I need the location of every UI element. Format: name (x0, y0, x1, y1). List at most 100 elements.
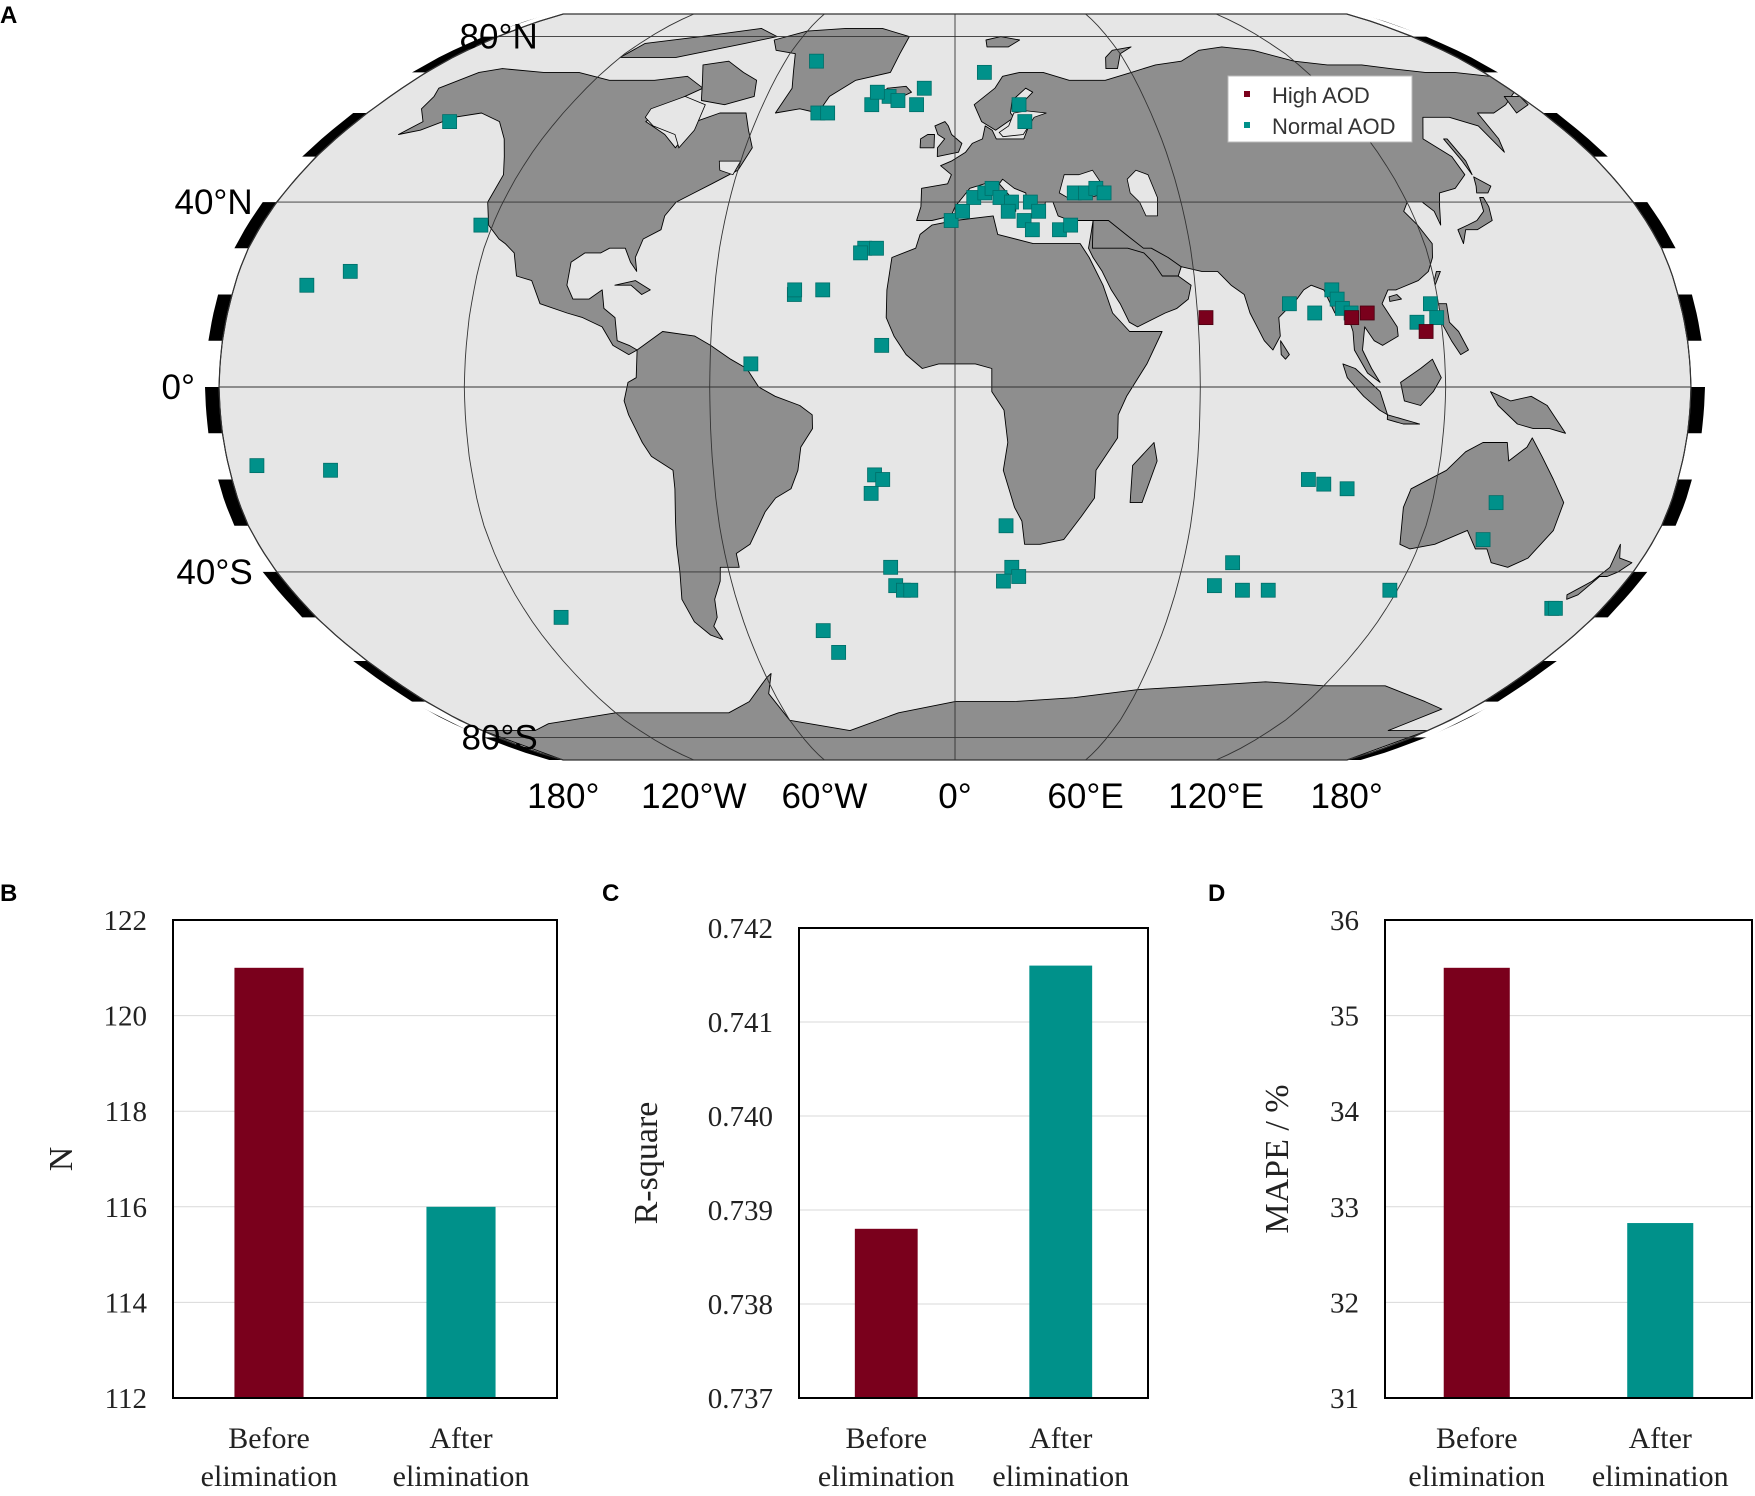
map-frame-stripe (672, 0, 716, 14)
normal-aod-point (1011, 97, 1027, 113)
category-label: After (1629, 1422, 1692, 1455)
normal-aod-point (863, 485, 879, 501)
map-frame-stripe (1687, 340, 1707, 387)
normal-aod-point (853, 245, 868, 261)
lon-tick-label: 120°W (641, 777, 746, 816)
normal-aod-point (890, 93, 906, 108)
lon-tick-label: 120°E (1168, 777, 1264, 816)
land-antarctica (481, 673, 1443, 761)
normal-aod-point (1281, 296, 1297, 312)
map-frame-stripe (759, 760, 803, 774)
land-philippines (1438, 303, 1469, 356)
land-cuba (614, 280, 651, 295)
bar-chart-r-square: 0.737 0.738 0.739 0.740 0.741 0.742 Before elim… (628, 913, 1149, 1493)
land-svalbard (985, 36, 1021, 48)
legend-marker-high (1244, 91, 1250, 97)
land-arabia-gap-fill (1091, 220, 1182, 277)
y-tick-label: 31 (1330, 1383, 1359, 1415)
normal-aod-point (442, 114, 458, 130)
normal-aod-point (1547, 600, 1563, 616)
land-indonesia-java (1386, 414, 1421, 425)
normal-aod-point (1017, 114, 1033, 130)
lat-tick-label: 80°N (460, 18, 538, 57)
normal-aod-point (1260, 582, 1276, 598)
high-aod-point (1418, 324, 1434, 339)
y-tick-label: 0.738 (708, 1289, 773, 1321)
legend-marker-normal (1244, 122, 1250, 128)
y-tick-label: 0.741 (708, 1007, 773, 1039)
land-sri-lanka (1280, 340, 1290, 360)
land-novaya-zemlya (1105, 46, 1132, 70)
lat-tick-label: 0° (162, 368, 195, 407)
category-label: Before (228, 1422, 310, 1455)
normal-aod-point (943, 213, 959, 228)
normal-aod-point (809, 53, 824, 69)
land-hainan (1388, 294, 1402, 302)
y-tick-label: 0.739 (708, 1195, 773, 1227)
map-outline (218, 13, 1692, 761)
map-frame-stripe (1107, 760, 1151, 774)
meridian-line (1085, 13, 1201, 761)
meridian-line (709, 13, 825, 761)
map-frame-stripe (933, 760, 977, 774)
y-tick-label: 120 (104, 1001, 148, 1033)
land-sakhalin (1443, 138, 1473, 176)
normal-aod-point (864, 97, 880, 113)
map-frame-stripe (1020, 760, 1064, 774)
world-map-chart: 80°N 40°N 0° 40°S 80°S 180° 120°W 60°W 0° 60°E 120… (161, 0, 1707, 816)
normal-aod-point (342, 263, 358, 279)
lon-tick-label: 60°W (781, 777, 867, 816)
bar-after (426, 1206, 496, 1398)
category-label: After (1029, 1422, 1092, 1455)
land-hokkaido (1473, 176, 1492, 194)
map-frame-stripe (260, 156, 317, 203)
lat-tick-label: 40°N (174, 183, 252, 222)
normal-aod-point (1063, 217, 1079, 233)
land-baffin (700, 60, 758, 106)
map-legend: High AOD Normal AOD (1227, 75, 1413, 143)
y-tick-label: 114 (105, 1287, 148, 1319)
map-frame-stripe (1593, 156, 1650, 203)
land-new-guinea (1490, 391, 1566, 434)
bar-before (1443, 967, 1510, 1398)
normal-aod-point (909, 97, 924, 113)
map-frame-stripe (846, 760, 890, 774)
map-frame-stripe (1281, 0, 1325, 14)
normal-aod-point (1429, 310, 1445, 326)
map-frame-stripe (1677, 433, 1704, 480)
lon-tick-label: 180° (527, 777, 599, 816)
normal-aod-point (903, 582, 919, 598)
legend-label-high: High AOD (1272, 83, 1370, 108)
land-greenland (773, 27, 910, 114)
land-indonesia-sumatra (1342, 363, 1388, 416)
lat-tick-label: 40°S (176, 553, 252, 592)
normal-aod-point (875, 472, 891, 487)
normal-aod-point (1301, 472, 1316, 487)
normal-aod-point (1011, 569, 1027, 584)
y-tick-label: 33 (1330, 1192, 1359, 1224)
y-axis-label: R-square (628, 1102, 665, 1225)
normal-aod-point (1031, 203, 1047, 219)
y-tick-label: 32 (1330, 1287, 1359, 1319)
y-tick-label: 122 (104, 905, 148, 937)
map-frame-stripe (206, 433, 233, 480)
lon-tick-label: 180° (1310, 777, 1382, 816)
water-caspian-sea (1126, 169, 1158, 217)
map-frame-stripe (585, 760, 629, 774)
plot-frame (172, 919, 558, 1399)
normal-aod-point (955, 203, 971, 219)
land-north-america (398, 68, 753, 356)
y-tick-label: 116 (105, 1192, 147, 1224)
map-frame-stripe (585, 0, 629, 14)
normal-aod-point (1307, 305, 1323, 321)
bar-chart-mape: 31 32 33 34 35 36 Before elimination After elimin… (1259, 905, 1753, 1493)
bar-after (1627, 1223, 1694, 1398)
category-label: elimination (201, 1460, 338, 1493)
land-new-zealand (1566, 543, 1633, 600)
land-madagascar (1129, 442, 1158, 504)
map-frame-stripe (1633, 525, 1678, 572)
panel-label-d: D (1208, 880, 1226, 907)
normal-aod-point (815, 623, 831, 639)
normal-aod-point (553, 609, 569, 625)
y-tick-label: 112 (105, 1383, 147, 1415)
